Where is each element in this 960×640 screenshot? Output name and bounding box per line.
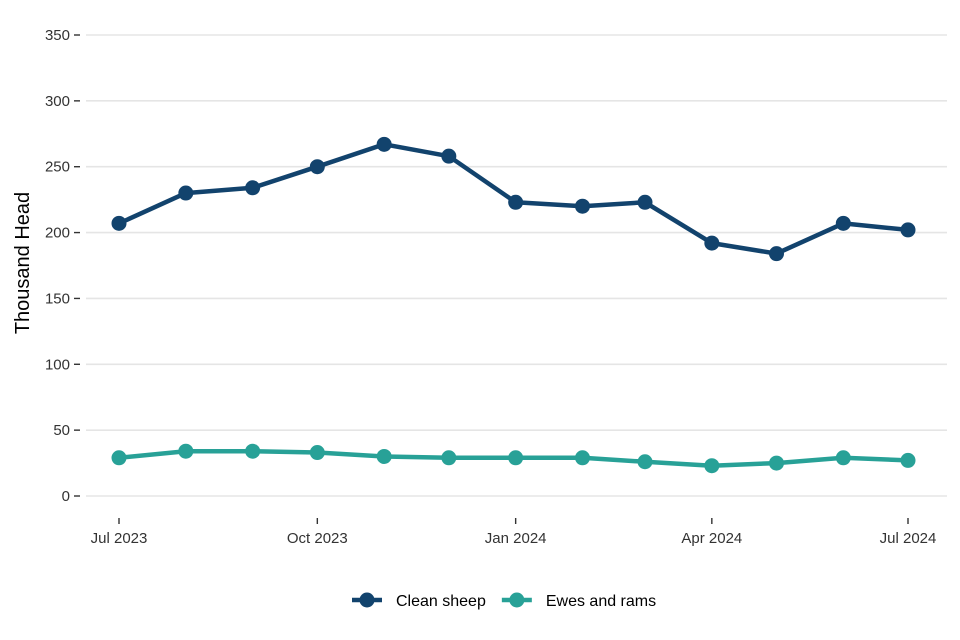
- data-point-ewes-and-rams-2023-08-01: [178, 443, 194, 459]
- data-point-clean-sheep-2023-08-01: [178, 185, 194, 201]
- y-axis-title: Thousand Head: [12, 192, 34, 334]
- gridlines: [86, 34, 947, 497]
- legend: Clean sheep Ewes and rams: [352, 592, 656, 610]
- data-point-ewes-and-rams-2023-10-01: [309, 445, 325, 461]
- legend-swatch-point-clean-sheep: [359, 592, 375, 608]
- data-point-ewes-and-rams-2023-11-01: [376, 448, 392, 464]
- data-point-ewes-and-rams-2024-01-01: [508, 450, 524, 466]
- data-point-clean-sheep-2023-12-01: [441, 148, 457, 164]
- data-point-clean-sheep-2024-05-01: [769, 246, 784, 262]
- data-point-ewes-and-rams-2024-07-01: [900, 452, 916, 468]
- x-tick-label-oct-2023: Oct 2023: [287, 530, 348, 547]
- data-point-clean-sheep-2023-10-01: [309, 159, 325, 175]
- data-point-ewes-and-rams-2023-12-01: [441, 450, 457, 466]
- y-tick-label-200: 200: [45, 225, 70, 242]
- data-point-clean-sheep-2023-07-01: [111, 215, 127, 231]
- y-tick-label-250: 250: [45, 159, 70, 176]
- data-point-ewes-and-rams-2023-07-01: [111, 450, 127, 466]
- x-tick-label-jul-2024: Jul 2024: [880, 530, 937, 547]
- data-point-clean-sheep-2024-07-01: [900, 222, 916, 238]
- legend-label-clean-sheep: Clean sheep: [396, 593, 486, 610]
- legend-item-clean-sheep: Clean sheep: [352, 592, 486, 610]
- legend-item-ewes-and-rams: Ewes and rams: [501, 592, 656, 610]
- x-tick-label-jan-2024: Jan 2024: [485, 530, 547, 547]
- y-tick-label-350: 350: [45, 27, 70, 44]
- y-tick-label-100: 100: [45, 356, 70, 373]
- series-ewes-and-rams: [111, 443, 916, 474]
- data-point-clean-sheep-2023-11-01: [376, 136, 392, 152]
- data-point-clean-sheep-2024-03-01: [637, 194, 653, 210]
- series: [111, 136, 916, 474]
- x-tick-label-apr-2024: Apr 2024: [681, 530, 742, 547]
- series-clean-sheep: [111, 136, 916, 262]
- y-tick-label-150: 150: [45, 290, 70, 307]
- data-point-clean-sheep-2023-09-01: [245, 180, 261, 196]
- y-tick-label-0: 0: [62, 488, 70, 505]
- y-tick-label-300: 300: [45, 93, 70, 110]
- data-point-ewes-and-rams-2023-09-01: [245, 443, 261, 459]
- legend-swatch-point-ewes-and-rams: [509, 592, 525, 608]
- x-tick-label-jul-2023: Jul 2023: [91, 530, 148, 547]
- data-point-clean-sheep-2024-04-01: [704, 235, 720, 251]
- data-point-ewes-and-rams-2024-03-01: [637, 454, 653, 470]
- y-tick-label-50: 50: [53, 422, 70, 439]
- x-axis: Jul 2023 Oct 2023 Jan 2024 Apr 2024 Jul 2024: [91, 518, 937, 547]
- data-point-clean-sheep-2024-02-01: [574, 198, 590, 214]
- data-point-clean-sheep-2024-01-01: [508, 194, 524, 210]
- y-axis: 0 50 100 150 200 250 300 350: [45, 27, 80, 505]
- legend-label-ewes-and-rams: Ewes and rams: [546, 593, 656, 610]
- data-point-ewes-and-rams-2024-06-01: [835, 450, 851, 466]
- data-point-ewes-and-rams-2024-04-01: [704, 458, 720, 474]
- data-point-ewes-and-rams-2024-05-01: [769, 455, 784, 471]
- data-point-clean-sheep-2024-06-01: [835, 215, 851, 231]
- data-point-ewes-and-rams-2024-02-01: [574, 450, 590, 466]
